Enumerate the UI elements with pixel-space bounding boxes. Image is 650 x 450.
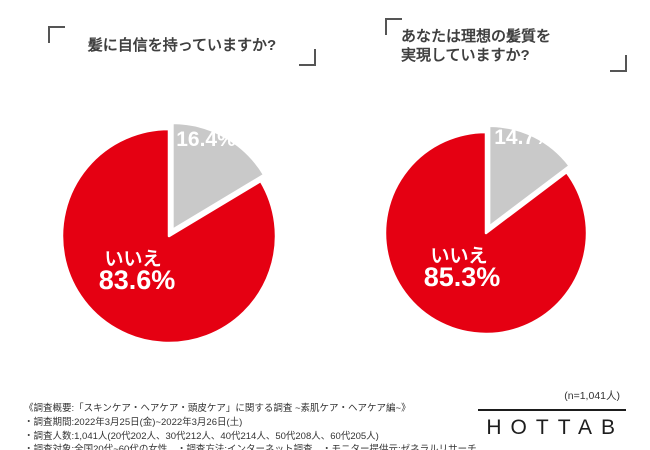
pie-chart-hair-confidence — [60, 121, 278, 345]
survey-period: ・調査期間:2022年3月25日(金)~2022年3月26日(土) — [24, 416, 243, 428]
chart2-title: あなたは理想の髪質を 実現していますか? — [385, 18, 627, 72]
pie1-slice-no — [60, 127, 278, 345]
survey-overview: 《調査概要:「スキンケア・ヘアケア・頭皮ケア」に関する調査 ~素肌ケア・ヘアケア… — [24, 403, 411, 414]
chart1-no-label: いいえ — [104, 249, 162, 270]
chart1-yes-percent: 16.4% — [176, 128, 236, 151]
chart2-yes-label: はい — [511, 109, 543, 126]
pie-chart-ideal-hair — [383, 124, 589, 336]
pie1-slice-yes — [171, 121, 266, 232]
pie2-slice-yes — [487, 124, 571, 228]
chart1-yes-label: はい — [193, 111, 225, 128]
survey-details: 《調査概要:「スキンケア・ヘアケア・頭皮ケア」に関する調査 ~素肌ケア・ヘアケア… — [24, 402, 477, 450]
chart2-yes-percent: 14.7% — [494, 126, 554, 149]
survey-method: ・調査対象:全国20代~60代の女性 ・調査方法:インターネット調査 ・モニター… — [24, 444, 477, 450]
chart2-title-line1: あなたは理想の髪質を — [401, 28, 552, 45]
chart1-title: 髪に自信を持っていますか? — [48, 26, 316, 66]
hottab-logo: HOTTAB — [478, 409, 626, 440]
sample-size-note: (n=1,041人) — [564, 390, 620, 402]
chart1-no-percent: 83.6% — [98, 265, 176, 295]
chart2-no-percent: 85.3% — [423, 262, 501, 292]
chart2-no-label: いいえ — [430, 246, 488, 267]
pie2-slice-no — [383, 130, 589, 336]
survey-count: ・調査人数:1,041人(20代202人、30代212人、40代214人、50代… — [24, 430, 379, 442]
chart1-title-text: 髪に自信を持っていますか? — [87, 37, 277, 54]
chart2-title-line2: 実現していますか? — [401, 47, 530, 64]
